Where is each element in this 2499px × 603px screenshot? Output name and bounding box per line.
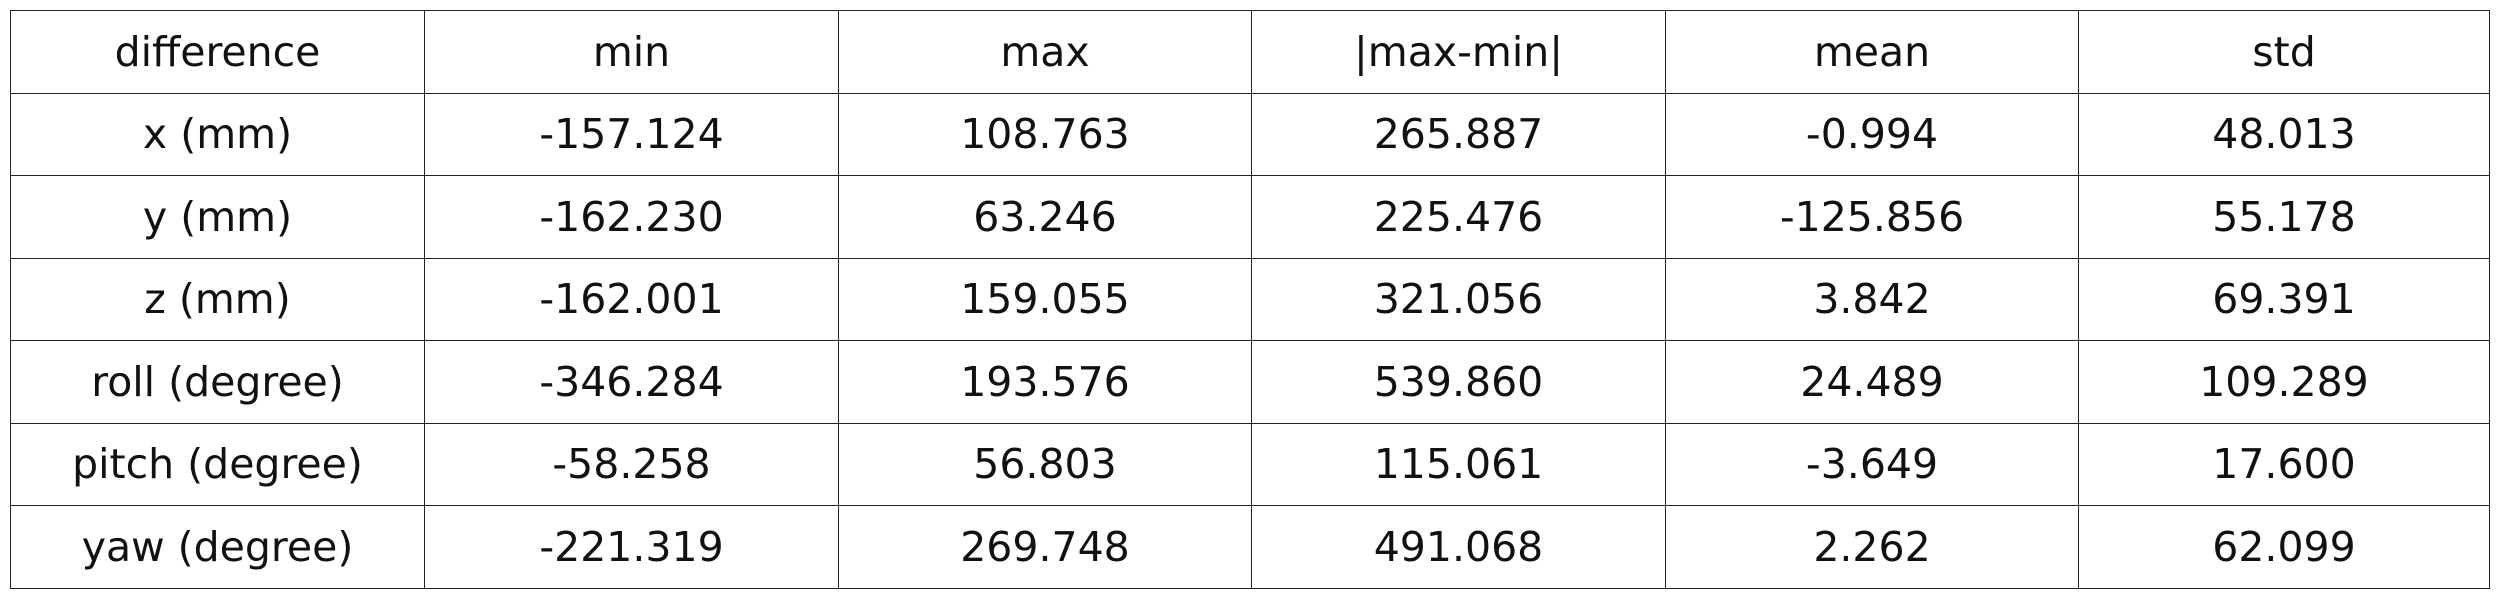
table-cell: 56.803 — [838, 422, 1252, 506]
row-label-cell: x (mm) — [10, 92, 425, 176]
table-cell: 265.887 — [1251, 92, 1666, 176]
row-label-cell: pitch (degree) — [10, 422, 425, 506]
row-label-cell: roll (degree) — [10, 340, 425, 424]
table-cell: 109.289 — [2078, 340, 2490, 424]
table-cell: 108.763 — [838, 92, 1252, 176]
column-header: difference — [10, 10, 425, 94]
table-cell: 48.013 — [2078, 92, 2490, 176]
table-cell: 69.391 — [2078, 257, 2490, 341]
table-cell: -162.230 — [424, 175, 839, 259]
table-row: z (mm) -162.001 159.055 321.056 3.842 69.391 — [10, 257, 2490, 341]
table-cell: 3.842 — [1665, 257, 2079, 341]
table-cell: 193.576 — [838, 340, 1252, 424]
row-label-cell: yaw (degree) — [10, 505, 425, 589]
table-cell: -0.994 — [1665, 92, 2079, 176]
column-header: max — [838, 10, 1252, 94]
table-cell: 24.489 — [1665, 340, 2079, 424]
table-cell: 62.099 — [2078, 505, 2490, 589]
stats-table: difference min max |max-min| mean std x (mm) -… — [10, 10, 2490, 589]
table-cell: 539.860 — [1251, 340, 1666, 424]
table-cell: -125.856 — [1665, 175, 2079, 259]
table-cell: 115.061 — [1251, 422, 1666, 506]
table-cell: 63.246 — [838, 175, 1252, 259]
table-cell: -3.649 — [1665, 422, 2079, 506]
table-cell: 55.178 — [2078, 175, 2490, 259]
table-cell: -346.284 — [424, 340, 839, 424]
table-cell: 17.600 — [2078, 422, 2490, 506]
table-cell: 159.055 — [838, 257, 1252, 341]
table-cell: -221.319 — [424, 505, 839, 589]
column-header: |max-min| — [1251, 10, 1666, 94]
table-row: roll (degree) -346.284 193.576 539.860 24.48… — [10, 340, 2490, 424]
table-cell: -157.124 — [424, 92, 839, 176]
table-cell: 491.068 — [1251, 505, 1666, 589]
column-header: std — [2078, 10, 2490, 94]
table-row: pitch (degree) -58.258 56.803 115.061 -3.649… — [10, 422, 2490, 506]
header-row: difference min max |max-min| mean std — [10, 10, 2490, 94]
table-cell: 225.476 — [1251, 175, 1666, 259]
column-header: mean — [1665, 10, 2079, 94]
column-header: min — [424, 10, 839, 94]
table-row: x (mm) -157.124 108.763 265.887 -0.994 48.013 — [10, 92, 2490, 176]
table-cell: 269.748 — [838, 505, 1252, 589]
table-header: difference min max |max-min| mean std — [10, 10, 2490, 94]
table-cell: 2.262 — [1665, 505, 2079, 589]
table-body: x (mm) -157.124 108.763 265.887 -0.994 48.013… — [10, 92, 2490, 589]
row-label-cell: y (mm) — [10, 175, 425, 259]
row-label-cell: z (mm) — [10, 257, 425, 341]
table-cell: 321.056 — [1251, 257, 1666, 341]
table-row: yaw (degree) -221.319 269.748 491.068 2.262 6… — [10, 505, 2490, 589]
table-cell: -162.001 — [424, 257, 839, 341]
table-row: y (mm) -162.230 63.246 225.476 -125.856 55.17… — [10, 175, 2490, 259]
table-cell: -58.258 — [424, 422, 839, 506]
